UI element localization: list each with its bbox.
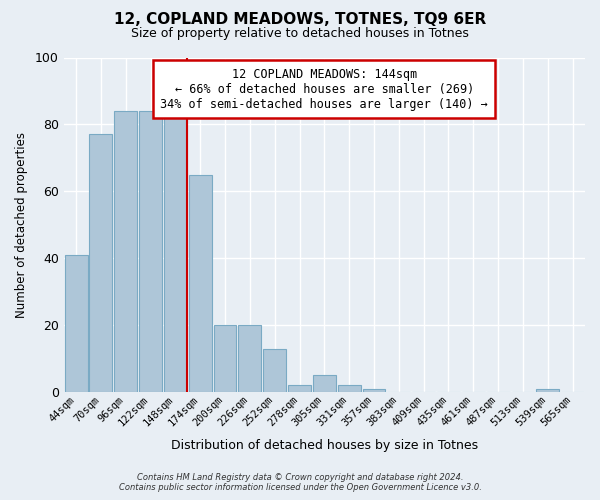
Bar: [139, 111, 162, 392]
X-axis label: Distribution of detached houses by size in Totnes: Distribution of detached houses by size …: [171, 440, 478, 452]
Bar: [313, 376, 336, 392]
Text: Size of property relative to detached houses in Totnes: Size of property relative to detached ho…: [131, 28, 469, 40]
Y-axis label: Number of detached properties: Number of detached properties: [15, 132, 28, 318]
Bar: [65, 255, 88, 392]
Bar: [164, 111, 187, 392]
Bar: [115, 111, 137, 392]
Text: 12, COPLAND MEADOWS, TOTNES, TQ9 6ER: 12, COPLAND MEADOWS, TOTNES, TQ9 6ER: [114, 12, 486, 28]
Bar: [189, 174, 212, 392]
Bar: [338, 386, 361, 392]
Bar: [89, 134, 112, 392]
Bar: [238, 325, 261, 392]
Bar: [214, 325, 236, 392]
Bar: [362, 388, 385, 392]
Bar: [536, 388, 559, 392]
Bar: [263, 348, 286, 392]
Bar: [288, 386, 311, 392]
Text: Contains HM Land Registry data © Crown copyright and database right 2024.
Contai: Contains HM Land Registry data © Crown c…: [119, 473, 481, 492]
Text: 12 COPLAND MEADOWS: 144sqm
← 66% of detached houses are smaller (269)
34% of sem: 12 COPLAND MEADOWS: 144sqm ← 66% of deta…: [160, 68, 488, 110]
